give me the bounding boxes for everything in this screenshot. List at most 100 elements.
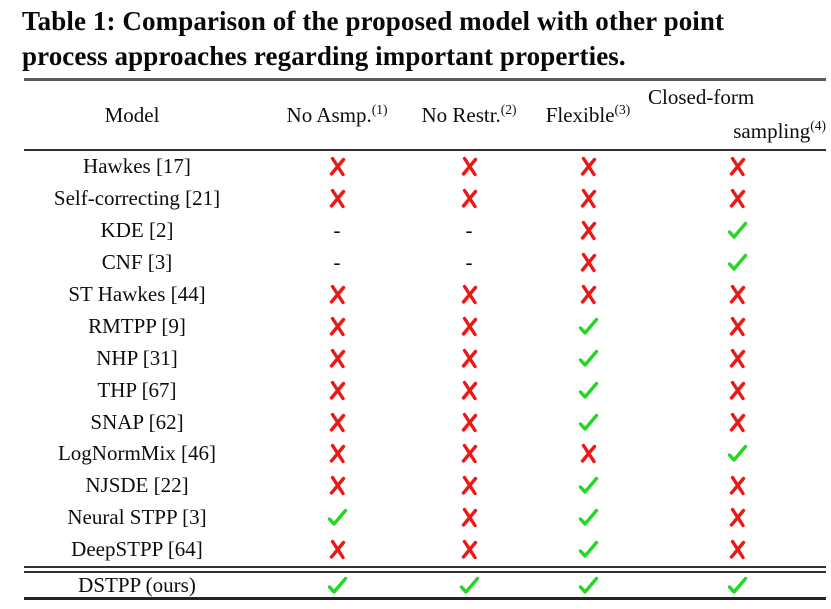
mark-cell: [410, 443, 528, 464]
caption-line-2: process approaches regarding important p…: [22, 41, 626, 71]
cross-icon: [729, 284, 745, 305]
mark-cell: [410, 576, 528, 595]
mark-cell: [528, 317, 648, 336]
mark-cell: [528, 476, 648, 495]
mark-cell: [648, 348, 826, 369]
double-rule: [24, 565, 826, 573]
table-row: LogNormMix [46]: [24, 438, 826, 470]
check-icon: [327, 576, 347, 594]
cross-icon: [580, 157, 596, 177]
model-name-cell: Hawkes [17]: [24, 154, 264, 179]
table-row: Neural STPP [3]: [24, 502, 826, 534]
cross-icon: [461, 412, 477, 432]
cross-icon: [461, 444, 477, 464]
mark-cell: [410, 284, 528, 305]
cross-icon: [329, 380, 345, 400]
model-name-cell: NJSDE [22]: [24, 473, 264, 498]
mark-cell: [264, 380, 410, 401]
table-row: THP [67]: [24, 374, 826, 406]
mark-cell: [528, 508, 648, 527]
mark-cell: [410, 156, 528, 177]
cross-icon: [461, 380, 477, 400]
cross-icon: [329, 157, 345, 177]
check-icon: [727, 222, 747, 239]
cross-icon: [329, 444, 345, 464]
cross-icon: [329, 476, 345, 496]
mark-cell: [264, 188, 410, 209]
check-icon: [578, 576, 598, 594]
mark-cell: [264, 348, 410, 369]
mark-cell: [410, 380, 528, 401]
cross-icon: [580, 284, 596, 305]
mark-cell: [264, 284, 410, 305]
cross-icon: [461, 189, 477, 209]
cross-icon: [461, 348, 477, 368]
cross-icon: [329, 316, 345, 337]
mark-cell: [264, 443, 410, 464]
cross-icon: [329, 412, 345, 432]
mark-cell: [410, 507, 528, 528]
model-name: SNAP [62]: [90, 409, 184, 434]
table-body: Hawkes [17] Self-correcting [21] KDE [2]…: [24, 151, 826, 566]
column-superscript: (2): [500, 102, 517, 117]
check-icon: [578, 509, 598, 526]
mark-cell: [264, 539, 410, 560]
cross-icon: [729, 476, 745, 496]
model-name-cell: NHP [31]: [24, 346, 264, 371]
table-caption: Table 1: Comparison of the proposed mode…: [22, 4, 818, 74]
table-row: DSTPP (ours): [24, 573, 826, 597]
mark-cell: [528, 188, 648, 209]
table-row: RMTPP [9]: [24, 310, 826, 342]
check-icon: [459, 576, 479, 594]
mark-cell: [528, 413, 648, 432]
check-icon: [727, 445, 747, 463]
top-rule: [24, 78, 826, 81]
cross-icon: [329, 539, 345, 560]
column-label: No Restr.: [421, 103, 501, 127]
mark-cell: [648, 475, 826, 496]
cross-icon: [329, 348, 345, 368]
model-name-cell: DeepSTPP [64]: [24, 537, 264, 562]
column-superscript: (4): [810, 118, 826, 133]
check-icon: [327, 509, 347, 526]
mark-cell: -: [410, 220, 528, 241]
model-name-cell: Self-correcting [21]: [24, 186, 264, 211]
mark-cell: [648, 380, 826, 401]
mark-cell: [648, 284, 826, 305]
mark-cell: [264, 475, 410, 496]
mark-cell: [648, 507, 826, 528]
mark-cell: [410, 188, 528, 209]
check-icon: [578, 317, 598, 335]
header-row: Model No Asmp.(1) No Restr.(2) Flexible(…: [24, 81, 826, 149]
cross-icon: [729, 539, 745, 560]
mark-cell: [264, 156, 410, 177]
mark-cell: [410, 539, 528, 560]
cross-icon: [329, 284, 345, 305]
mark-cell: -: [410, 252, 528, 273]
cross-icon: [580, 444, 596, 464]
mark-cell: [648, 221, 826, 240]
column-header-closed-form-sampling: Closed-form sampling(4): [648, 82, 826, 148]
mark-cell: [648, 188, 826, 209]
cross-icon: [461, 539, 477, 560]
mark-cell: [410, 475, 528, 496]
mark-cell: [528, 540, 648, 559]
mark-cell: [648, 253, 826, 272]
rule-line: [24, 570, 826, 573]
table-row: CNF [3] - -: [24, 247, 826, 279]
column-header-no-restr: No Restr.(2): [410, 102, 528, 128]
model-name: Neural STPP [3]: [67, 505, 207, 530]
table-row: Hawkes [17]: [24, 151, 826, 183]
table-row: SNAP [62]: [24, 406, 826, 438]
model-name-cell: ST Hawkes [44]: [24, 282, 264, 307]
column-label: Closed-form: [648, 85, 755, 109]
mark-cell: [528, 220, 648, 241]
mark-cell: [528, 284, 648, 305]
comparison-table: Model No Asmp.(1) No Restr.(2) Flexible(…: [24, 78, 826, 600]
model-name: THP [67]: [97, 377, 177, 402]
cross-icon: [580, 189, 596, 209]
table-row: NHP [31]: [24, 342, 826, 374]
cross-icon: [329, 189, 345, 209]
model-name-cell: SNAP [62]: [24, 410, 264, 435]
